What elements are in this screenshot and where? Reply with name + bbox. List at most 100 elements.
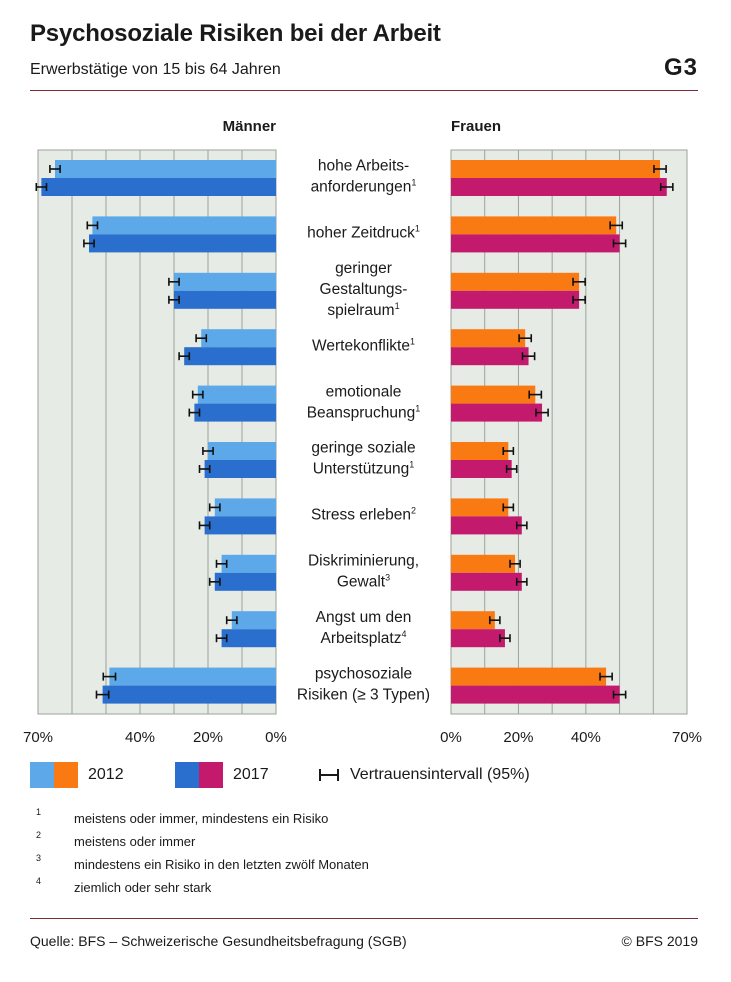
- category-footnote-mark: 4: [401, 629, 406, 639]
- men-panel-title: Männer: [223, 118, 277, 135]
- error-bar-men-2017: [188, 408, 201, 417]
- bar-men-2012: [197, 385, 276, 404]
- bar-men-2012: [221, 554, 276, 573]
- error-bar-men-2012: [215, 559, 228, 568]
- footnote-mark: 2: [36, 830, 42, 840]
- error-bar-men-2017: [178, 352, 191, 361]
- category-label-line: psychosoziale: [315, 665, 412, 682]
- bar-men-2017: [89, 234, 276, 253]
- bar-men-2017: [204, 516, 276, 535]
- category-label-line: Beanspruchung: [307, 404, 416, 421]
- bar-women-2017: [451, 178, 667, 196]
- category-label-line: Risiken (≥ 3 Typen): [297, 686, 430, 703]
- legend-label-ci: Vertrauensintervall (95%): [350, 766, 530, 783]
- error-bar-women-2017: [535, 408, 549, 417]
- category-label-line: Angst um den: [316, 609, 412, 626]
- footnote-text: ziemlich oder sehr stark: [74, 880, 212, 895]
- category-label: psychosoziale Risiken (≥ 3 Typen): [297, 665, 430, 703]
- bar-women-2012: [451, 216, 617, 235]
- bar-men-2012: [201, 329, 276, 348]
- bar-men-2017: [214, 572, 276, 591]
- x-tick-label: 40%: [125, 729, 155, 746]
- error-bar-women-2017: [612, 690, 627, 699]
- category-label-line: geringe soziale: [311, 440, 415, 457]
- bar-men-2012: [231, 611, 276, 630]
- bar-women-2017: [451, 234, 620, 253]
- error-bar-women-2017: [499, 634, 511, 643]
- bar-women-2012: [451, 611, 495, 630]
- category-footnote-mark: 2: [411, 506, 416, 516]
- bar-women-2017: [451, 290, 580, 309]
- error-bar-men-2012: [225, 616, 238, 625]
- category-footnote-mark: 1: [411, 178, 416, 188]
- error-bar-women-2017: [572, 295, 586, 304]
- category-label-line: emotionale: [326, 383, 402, 400]
- bar-women-2017: [451, 516, 522, 535]
- bar-men-2012: [214, 498, 276, 517]
- footnote-mark: 4: [36, 876, 42, 886]
- error-bar-men-2012: [202, 447, 214, 455]
- error-bar-men-2017: [198, 521, 211, 530]
- category-label-line: Stress erleben: [311, 507, 411, 524]
- footer-rule: [30, 918, 698, 919]
- x-tick-label: 20%: [503, 729, 533, 746]
- error-bar-women-2012: [572, 277, 586, 286]
- error-bar-women-2017: [659, 183, 674, 191]
- bar-women-2012: [451, 272, 580, 291]
- bar-men-2017: [102, 685, 276, 704]
- bar-women-2012: [451, 554, 516, 573]
- bar-women-2017: [451, 572, 522, 591]
- error-bar-women-2012: [488, 616, 501, 625]
- page-title: Psychosoziale Risiken bei der Arbeit: [30, 20, 441, 47]
- error-bar-women-2012: [653, 165, 667, 173]
- x-tick-label: 20%: [193, 729, 223, 746]
- error-bar-women-2012: [502, 503, 515, 512]
- x-tick-label: 0%: [440, 729, 462, 746]
- confidence-interval-icon: [319, 769, 339, 781]
- bar-men-2012: [208, 442, 276, 460]
- bar-women-2012: [451, 442, 509, 460]
- bar-men-2012: [109, 667, 277, 686]
- legend-swatch-women-2017: [199, 762, 223, 788]
- error-bar-men-2017: [35, 183, 48, 191]
- women-panel-title: Frauen: [451, 118, 501, 135]
- bar-women-2017: [451, 685, 620, 704]
- category-footnote-mark: 3: [385, 573, 390, 583]
- error-bar-men-2012: [168, 277, 180, 286]
- category-label: Wertekonflikte1​: [312, 336, 415, 354]
- legend-label-2012: 2012: [88, 766, 124, 783]
- error-bar-women-2017: [515, 521, 528, 530]
- header-rule: [30, 90, 698, 91]
- bar-men-2017: [174, 290, 276, 309]
- error-bar-women-2012: [609, 221, 624, 230]
- category-label-line: hohe Arbeits-: [318, 158, 409, 175]
- category-label-line: spielraum: [327, 302, 394, 319]
- bar-men-2017: [184, 347, 276, 366]
- category-label: hohe Arbeits-anforderungen1​: [311, 158, 417, 196]
- error-bar-men-2012: [195, 334, 208, 343]
- footnote-mark: 1: [36, 807, 42, 817]
- bar-chart: Männer Frauen hohe Arbeits-anforderungen1​…: [23, 118, 702, 746]
- bar-men-2017: [204, 460, 276, 478]
- bar-women-2012: [451, 385, 536, 404]
- bar-women-2012: [451, 329, 526, 348]
- x-tick-label: 0%: [265, 729, 287, 746]
- category-footnote-mark: 1: [415, 224, 420, 234]
- bar-women-2012: [451, 160, 661, 178]
- error-bar-women-2012: [518, 334, 533, 343]
- error-bar-men-2017: [83, 239, 95, 248]
- category-label-line: Diskriminierung,: [308, 553, 419, 570]
- category-label: hoher Zeitdruck1​: [307, 224, 420, 242]
- category-footnote-mark: 1: [410, 336, 415, 346]
- error-bar-men-2012: [49, 165, 61, 173]
- error-bar-women-2012: [599, 672, 613, 681]
- bar-men-2017: [194, 403, 276, 422]
- error-bar-men-2017: [198, 465, 211, 473]
- bar-women-2012: [451, 498, 509, 517]
- page-subtitle: Erwerbstätige von 15 bis 64 Jahren: [30, 61, 281, 78]
- category-label-line: hoher Zeitdruck: [307, 225, 415, 242]
- category-label-line: Unterstützung: [313, 461, 410, 478]
